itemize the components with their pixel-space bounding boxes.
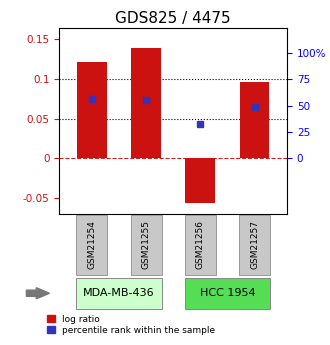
Text: MDA-MB-436: MDA-MB-436 bbox=[83, 288, 155, 298]
Bar bbox=[77, 62, 107, 158]
FancyBboxPatch shape bbox=[131, 215, 162, 275]
Text: GSM21256: GSM21256 bbox=[196, 220, 205, 269]
Bar bbox=[185, 158, 215, 203]
Text: GSM21257: GSM21257 bbox=[250, 220, 259, 269]
Text: GSM21255: GSM21255 bbox=[142, 220, 150, 269]
Bar bbox=[240, 82, 270, 158]
Title: GDS825 / 4475: GDS825 / 4475 bbox=[115, 11, 231, 27]
Bar bbox=[131, 48, 161, 158]
Text: HCC 1954: HCC 1954 bbox=[200, 288, 255, 298]
FancyBboxPatch shape bbox=[185, 215, 216, 275]
FancyBboxPatch shape bbox=[77, 278, 162, 309]
FancyBboxPatch shape bbox=[239, 215, 270, 275]
Text: GSM21254: GSM21254 bbox=[87, 220, 96, 269]
Legend: log ratio, percentile rank within the sample: log ratio, percentile rank within the sa… bbox=[48, 315, 215, 335]
FancyBboxPatch shape bbox=[77, 215, 107, 275]
FancyBboxPatch shape bbox=[185, 278, 270, 309]
